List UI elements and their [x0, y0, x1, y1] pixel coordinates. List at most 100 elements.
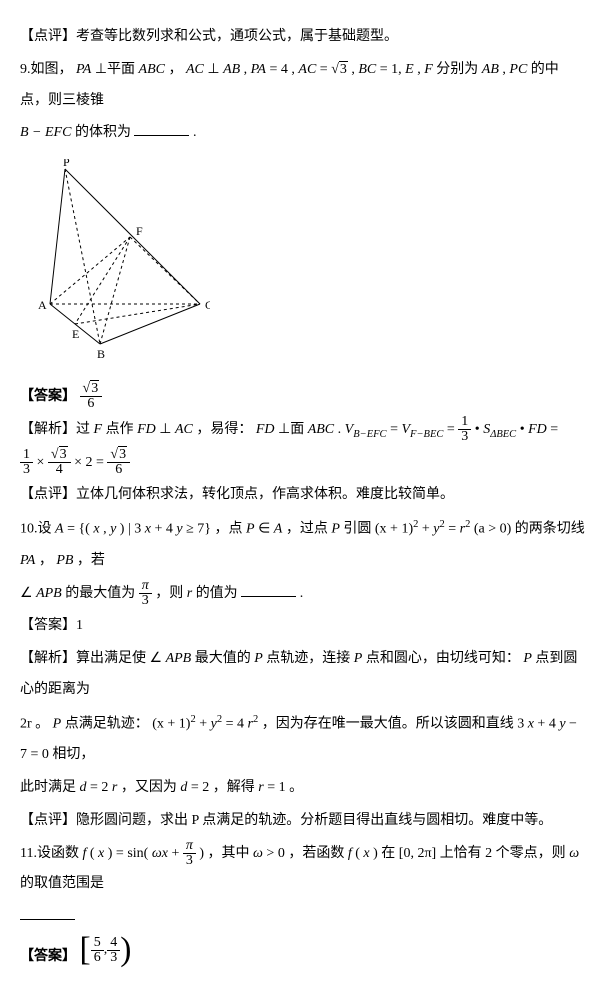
q9-ab2: AB	[482, 62, 499, 77]
q10-a: 10.设	[20, 522, 52, 537]
answer-9-label: 【答案】	[20, 389, 76, 404]
sol9-sub1: B−EFC	[353, 429, 386, 440]
sol9-2-frac2: 3 4	[48, 448, 71, 477]
q10-t2: 2	[440, 519, 445, 530]
solution-10-line1: 【解析】算出满足使 ∠ APB 最大值的 P 点轨迹，连接 P 点和圆心，由切线…	[20, 644, 585, 706]
solution-9-line2: 1 3 × 3 4 × 2 = 3 6	[20, 448, 585, 479]
svg-text:E: E	[72, 327, 79, 341]
q10-s: +	[422, 522, 433, 537]
q10-v2: 2	[465, 519, 470, 530]
blank-2	[241, 583, 296, 597]
q11-s: 的取值范围是	[20, 876, 104, 891]
sol9-k: .	[338, 422, 342, 437]
sol9-2-c-num: 3	[59, 446, 68, 462]
q10-ab: ，若	[77, 553, 105, 568]
svg-text:P: P	[63, 159, 70, 169]
ans11-b-den: 3	[107, 951, 120, 965]
q11-w: ω	[253, 846, 263, 861]
q9-text2: 分别为	[436, 62, 478, 77]
q10-y2: y	[176, 522, 182, 537]
sol9-2-c-den: 4	[48, 463, 71, 477]
question-9-line1: 9.如图， PA ⊥平面 ABC ， AC ⊥ AB , PA = 4 , AC…	[20, 55, 585, 117]
sol10-d: 最大值的	[195, 651, 251, 666]
sol10-APB: APB	[166, 651, 192, 666]
q10-P: P	[246, 522, 255, 537]
q9-bc: BC	[358, 62, 376, 77]
question-10-line2: ∠ APB 的最大值为 π 3 ，则 r 的值为 .	[20, 579, 585, 610]
blank-3	[20, 906, 75, 920]
q9-pa: PA	[76, 62, 91, 77]
sol10-f: 点轨迹，连接	[266, 651, 350, 666]
q9-eq1: = 1,	[380, 62, 402, 77]
q11-wx: ωx	[152, 846, 168, 861]
q10-2e: ，则	[155, 586, 183, 601]
ans9-den: 6	[80, 397, 103, 411]
sol9-FD: FD	[137, 422, 156, 437]
q10-x2: x	[145, 522, 151, 537]
sol10-r2: r	[112, 780, 117, 795]
sol10-3a: 此时满足	[20, 780, 76, 795]
sol9-i: ⊥面	[278, 422, 304, 437]
sol9-dot1: •	[475, 422, 483, 437]
solution-9-line1: 【解析】过 F 点作 FD ⊥ AC ，易得： FD ⊥面 ABC . VB−E…	[20, 415, 585, 446]
q9-sqrt3-rad: 3	[339, 61, 348, 77]
q10-z: ，	[39, 553, 57, 568]
q9-vol: 的体积为	[75, 125, 135, 140]
answer-11-label: 【答案】	[20, 949, 76, 964]
q11-f2: f	[348, 846, 352, 861]
sol10-P2: P	[354, 651, 363, 666]
sol10-3i: = 1 。	[267, 780, 303, 795]
q9-ac: AC	[186, 62, 204, 77]
sol9-V2: V	[401, 422, 410, 437]
sol10-2b: 。	[35, 716, 49, 731]
sol9-F: F	[94, 422, 103, 437]
solution-10-line2: 2r 。 P 点满足轨迹： (x + 1)2 + y2 = 4 r2 ，因为存在…	[20, 708, 585, 771]
sol10-2f: +	[199, 716, 210, 731]
q10-in: ∈	[258, 522, 274, 537]
sol10-h: 点和圆心，由切线可知：	[366, 651, 520, 666]
answer-9: 【答案】 3 6	[20, 382, 585, 413]
q10-2g: 的值为	[196, 586, 238, 601]
sol10-d: d	[80, 780, 87, 795]
sol9-r-den: 3	[458, 430, 471, 444]
sol9-ABC: ABC	[308, 422, 334, 437]
q11-3: 3	[183, 854, 196, 868]
sol10-2d: 点满足轨迹：	[65, 716, 149, 731]
q10-APB: APB	[36, 586, 62, 601]
sol9-eq3: =	[550, 422, 558, 437]
sol9-FD3: FD	[528, 422, 547, 437]
pyramid-diagram: PABCEF	[30, 159, 585, 372]
sol10-2r: 2r	[20, 716, 32, 731]
q10-o: ，过点	[286, 522, 328, 537]
q11-m: (	[355, 846, 360, 861]
q11-c: (	[90, 846, 95, 861]
sol10-d2: d	[180, 780, 187, 795]
svg-text:C: C	[205, 298, 210, 312]
q9-text: 9.如图，	[20, 62, 73, 77]
sol10-2l: + 4	[537, 716, 555, 731]
q11-pi3: π 3	[183, 839, 196, 868]
sol10-2e2: 2	[190, 714, 195, 725]
q10-A: A	[55, 522, 64, 537]
q11-a: 11.设函数	[20, 846, 82, 861]
q9-comma: ，	[168, 62, 182, 77]
solution-10-line3: 此时满足 d = 2 r ，又因为 d = 2 ，解得 r = 1 。	[20, 773, 585, 804]
comment-9: 【点评】立体几何体积求法，转化顶点，作高求体积。难度比较简单。	[20, 480, 585, 511]
q10-e: ,	[103, 522, 110, 537]
q11-o: ) 在	[373, 846, 395, 861]
q9-c1: ,	[244, 62, 248, 77]
sol10-r3: r	[258, 780, 263, 795]
sol9-2-a-den: 3	[20, 463, 33, 477]
sol9-eq1: =	[390, 422, 401, 437]
answer-11: 【答案】 [ 5 6 , 4 3 )	[20, 935, 585, 973]
q10-g: ) | 3	[120, 522, 141, 537]
sol10-2g2: 2	[217, 714, 222, 725]
q10-2c: 的最大值为	[65, 586, 135, 601]
q10-pi3: π 3	[139, 579, 152, 608]
q9-pa2: PA	[251, 62, 266, 77]
sol10-a: 【解析】算出满足使	[20, 651, 146, 666]
q10-q: 引圆	[343, 522, 371, 537]
sol10-2i2: 2	[253, 714, 258, 725]
q9-sqrt3: 3	[331, 55, 348, 86]
sol9-dot2: •	[520, 422, 528, 437]
